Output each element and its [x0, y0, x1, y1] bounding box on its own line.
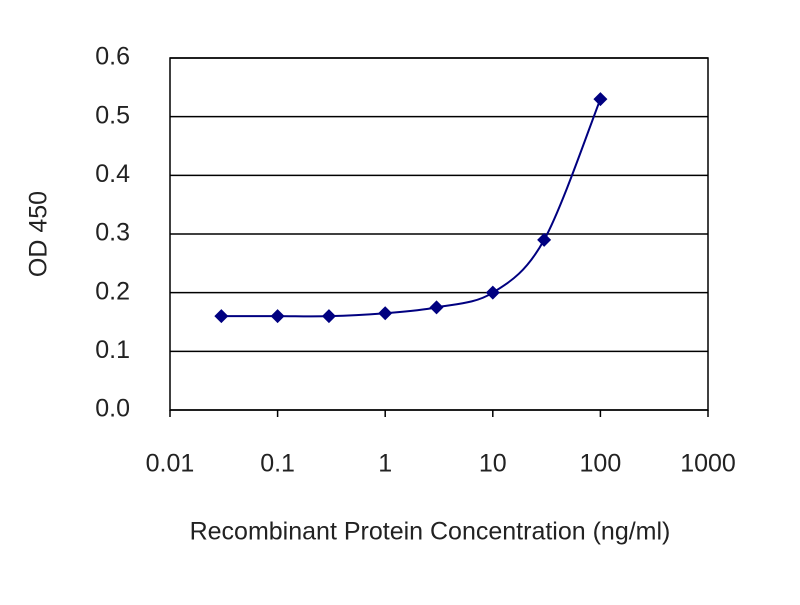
series-line: [221, 98, 602, 318]
y-tick-label: 0.0: [95, 395, 130, 423]
marker: [429, 300, 444, 315]
x-tick-label: 0.1: [260, 450, 295, 478]
y-tick-label: 0.2: [95, 277, 130, 305]
y-tick-label: 0.6: [95, 43, 130, 71]
marker: [378, 306, 393, 321]
x-tick-label: 1: [378, 450, 392, 478]
x-tick-label: 1000: [680, 450, 736, 478]
y-tick-label: 0.5: [95, 101, 130, 129]
marker: [321, 309, 336, 324]
x-axis-label: Recombinant Protein Concentration (ng/ml…: [190, 518, 671, 546]
x-tick-label: 0.01: [146, 450, 195, 478]
marker: [270, 309, 285, 324]
x-tick-label: 10: [479, 450, 507, 478]
y-tick-label: 0.4: [95, 160, 130, 188]
marker: [593, 92, 608, 107]
y-tick-label: 0.1: [95, 336, 130, 364]
marker: [537, 232, 552, 247]
marker: [214, 309, 229, 324]
y-axis-label: OD 450: [25, 191, 53, 277]
marker: [485, 285, 500, 300]
y-tick-label: 0.3: [95, 219, 130, 247]
x-tick-label: 100: [580, 450, 622, 478]
